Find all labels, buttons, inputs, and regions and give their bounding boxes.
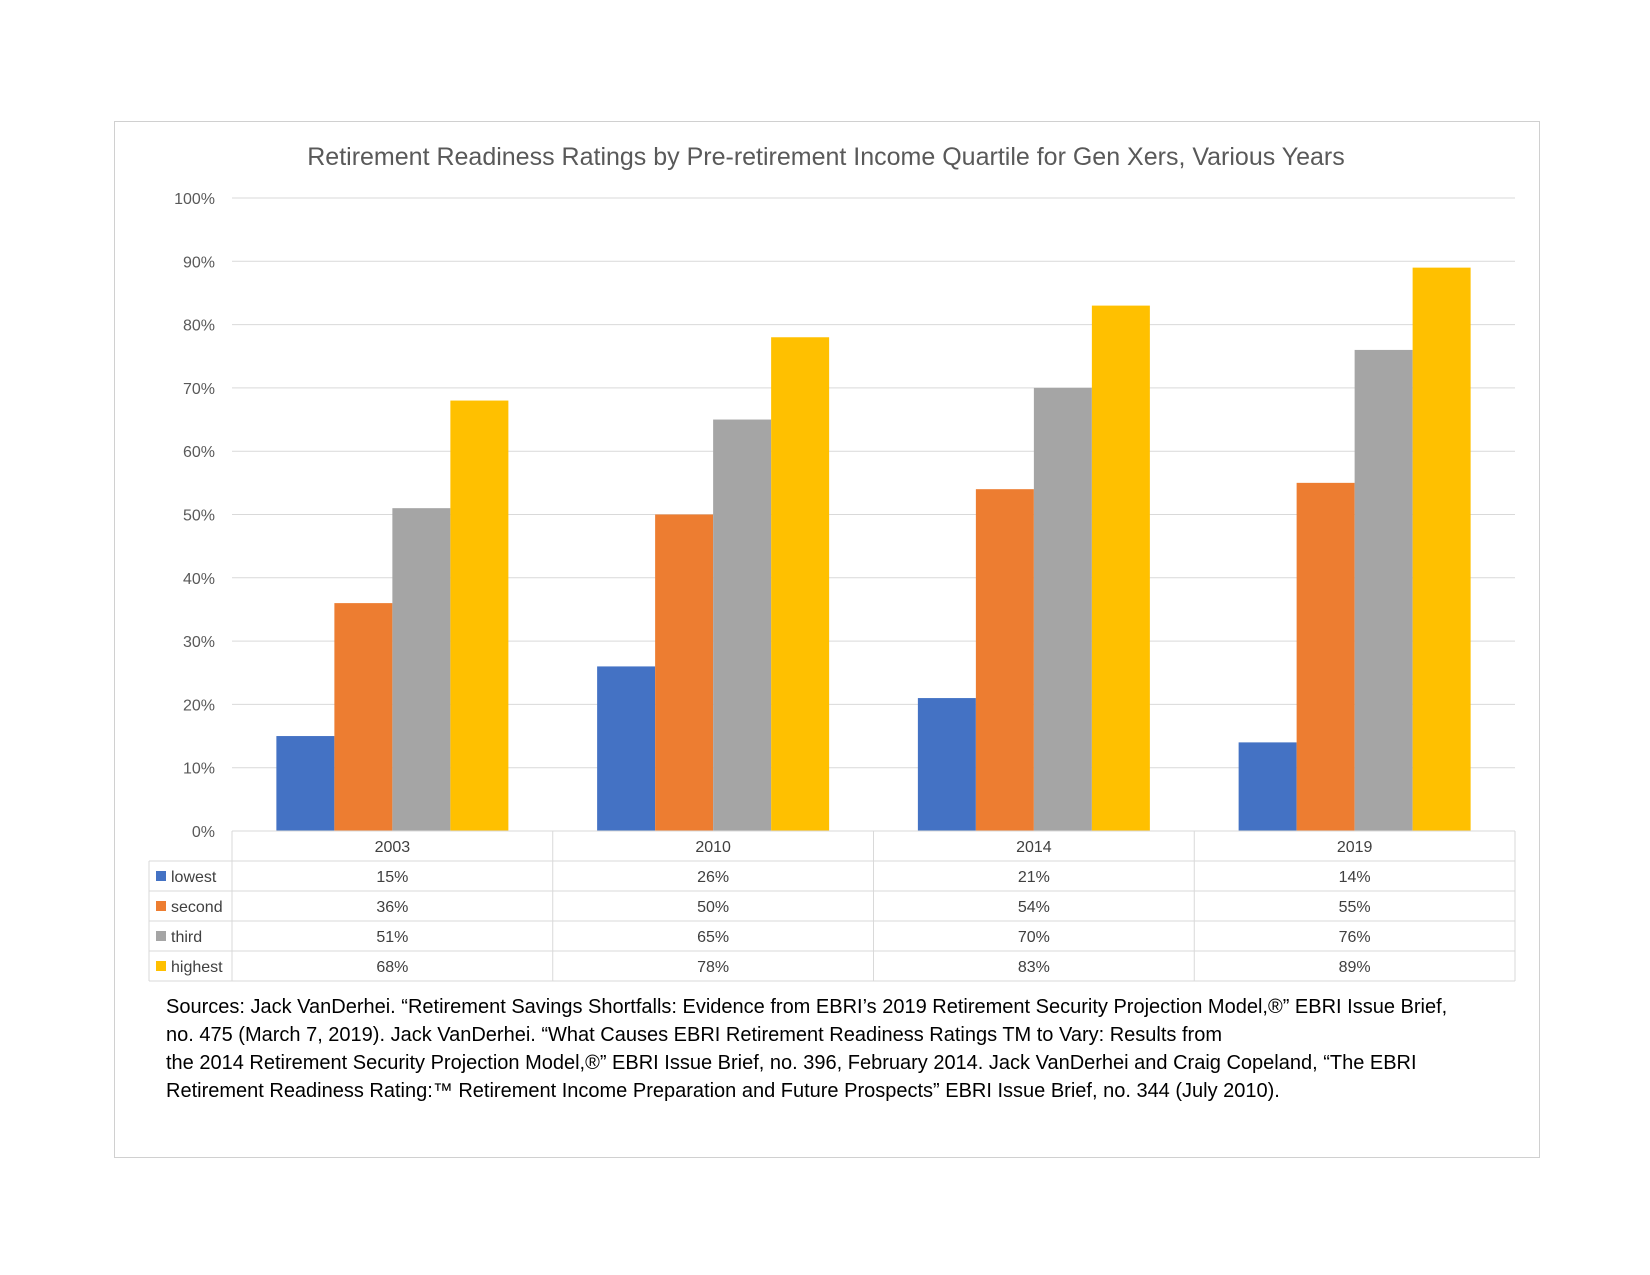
chart-title: Retirement Readiness Ratings by Pre-reti… xyxy=(307,143,1345,171)
bars xyxy=(276,267,1471,831)
data-label: 51% xyxy=(376,929,408,946)
sources-line: Sources: Jack VanDerhei. “Retirement Sav… xyxy=(166,996,1448,1018)
data-label: 15% xyxy=(376,869,408,886)
bar-highest-2019 xyxy=(1412,267,1471,831)
y-tick-label: 50% xyxy=(183,508,215,525)
y-tick-label: 10% xyxy=(183,761,215,778)
sources-line: Retirement Readiness Rating:™ Retirement… xyxy=(166,1080,1280,1102)
bar-lowest-2003 xyxy=(276,736,335,831)
sources-line: the 2014 Retirement Security Projection … xyxy=(166,1052,1417,1074)
bar-second-2010 xyxy=(655,514,714,831)
legend-label: lowest xyxy=(171,869,217,886)
legend-key-lowest xyxy=(156,871,166,881)
bar-second-2019 xyxy=(1296,482,1355,831)
y-tick-label: 60% xyxy=(183,444,215,461)
data-label: 65% xyxy=(697,929,729,946)
data-label: 89% xyxy=(1339,959,1371,976)
data-table: 2003 2010 2014 2019 lowest 15% 26% 21% 14% second… xyxy=(148,830,1516,982)
data-label: 14% xyxy=(1339,869,1371,886)
category-label: 2010 xyxy=(695,839,731,856)
y-axis-ticks: 0% 10% 20% 30% 40% 50% 60% 70% 80% 90% 100% xyxy=(174,191,215,841)
bar-third-2019 xyxy=(1354,349,1413,831)
y-tick-label: 100% xyxy=(174,191,215,208)
legend-key-third xyxy=(156,931,166,941)
data-label: 50% xyxy=(697,899,729,916)
sources-line: no. 475 (March 7, 2019). Jack VanDerhei.… xyxy=(166,1024,1222,1046)
bar-second-2014 xyxy=(975,489,1034,831)
bar-lowest-2010 xyxy=(597,666,656,831)
y-tick-label: 80% xyxy=(183,318,215,335)
y-tick-label: 20% xyxy=(183,697,215,714)
y-tick-label: 70% xyxy=(183,381,215,398)
sources-note: Sources: Jack VanDerhei. “Retirement Sav… xyxy=(166,993,1506,1105)
legend-label: third xyxy=(171,929,202,946)
legend-key-second xyxy=(156,901,166,911)
legend-key-highest xyxy=(156,961,166,971)
category-label: 2019 xyxy=(1337,839,1373,856)
data-label: 26% xyxy=(697,869,729,886)
data-label: 55% xyxy=(1339,899,1371,916)
bar-lowest-2019 xyxy=(1238,742,1297,831)
data-label: 21% xyxy=(1018,869,1050,886)
data-label: 54% xyxy=(1018,899,1050,916)
data-label: 36% xyxy=(376,899,408,916)
bar-second-2003 xyxy=(334,603,393,831)
data-label: 68% xyxy=(376,959,408,976)
bar-highest-2003 xyxy=(450,400,509,831)
category-label: 2003 xyxy=(375,839,411,856)
data-label: 78% xyxy=(697,959,729,976)
y-tick-label: 0% xyxy=(192,824,215,841)
y-tick-label: 90% xyxy=(183,254,215,271)
bar-lowest-2014 xyxy=(917,698,976,831)
bar-third-2010 xyxy=(713,419,772,831)
data-label: 76% xyxy=(1339,929,1371,946)
bar-third-2003 xyxy=(392,508,451,831)
legend-label: second xyxy=(171,899,223,916)
data-label: 83% xyxy=(1018,959,1050,976)
y-tick-label: 30% xyxy=(183,634,215,651)
y-tick-label: 40% xyxy=(183,571,215,588)
category-label: 2014 xyxy=(1016,839,1052,856)
bar-highest-2010 xyxy=(771,337,830,831)
bar-third-2014 xyxy=(1033,387,1092,831)
legend-label: highest xyxy=(171,959,223,976)
bar-highest-2014 xyxy=(1091,305,1150,831)
data-label: 70% xyxy=(1018,929,1050,946)
